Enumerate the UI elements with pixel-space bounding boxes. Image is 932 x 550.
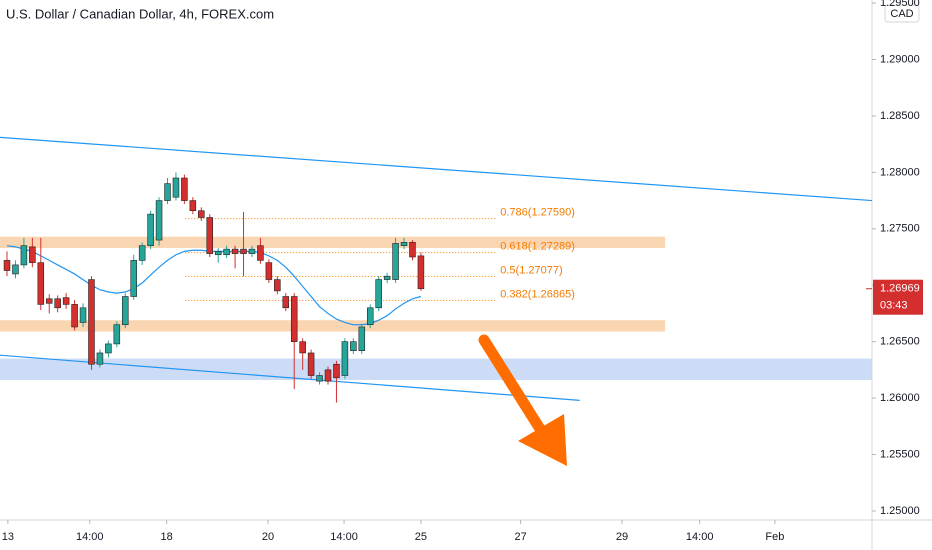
candle-body — [45, 298, 53, 304]
y-tick-label: 1.27500 — [880, 223, 920, 235]
candle-body — [400, 242, 408, 247]
y-tick-label: 1.26500 — [880, 336, 920, 348]
candle-body — [181, 177, 188, 201]
forecast-arrow — [478, 334, 567, 466]
candle-body — [198, 210, 205, 218]
arrow-shaft — [478, 334, 548, 438]
candle-body — [122, 296, 129, 326]
moving-average — [6, 245, 422, 326]
candle-body — [307, 352, 315, 376]
x-tick-label: 20 — [262, 531, 274, 543]
candle-body — [383, 275, 391, 280]
candle-body — [409, 242, 416, 258]
candle-body — [299, 341, 306, 354]
candle-body — [147, 213, 154, 247]
candle-body — [274, 279, 281, 292]
candle-body — [3, 260, 11, 271]
fib-label: 0.786(1.27590) — [500, 207, 575, 219]
candle-body — [172, 177, 180, 198]
candle-body — [282, 296, 290, 309]
candle-body — [231, 248, 239, 254]
candle-body — [333, 363, 340, 379]
zone — [0, 358, 872, 381]
x-tick-label: 14:00 — [76, 531, 104, 543]
zone — [0, 236, 666, 248]
candle-body — [375, 279, 382, 309]
candle-body — [96, 352, 104, 365]
x-tick-label: 25 — [415, 531, 427, 543]
fib-label: 0.618(1.27289) — [500, 241, 575, 253]
candle-body — [206, 217, 213, 254]
candle-body — [290, 296, 298, 342]
trendline — [0, 354, 580, 401]
candle-body — [37, 262, 45, 305]
candle-body — [248, 248, 256, 254]
candle-body — [62, 297, 70, 305]
y-tick-label: 1.28000 — [880, 166, 920, 178]
candle-body — [105, 343, 112, 354]
candle-body — [71, 304, 78, 328]
y-tick-label: 1.25500 — [880, 448, 920, 460]
candle-body — [324, 369, 332, 382]
candle-body — [54, 298, 61, 309]
candle-body — [417, 255, 425, 290]
x-tick-label: Feb — [765, 531, 784, 543]
fib-label: 0.5(1.27077) — [500, 264, 562, 276]
candle-body — [350, 341, 357, 351]
y-tick-label: 1.25000 — [880, 505, 920, 517]
y-tick-label: 1.29000 — [880, 53, 920, 65]
candle-body — [358, 326, 366, 351]
candle-body — [130, 260, 137, 297]
chart-title: U.S. Dollar / Canadian Dollar, 4h, FOREX… — [6, 6, 274, 21]
candle-body — [189, 200, 197, 212]
candle-body — [240, 248, 247, 254]
candle-body — [113, 324, 121, 345]
candle-body — [20, 245, 28, 266]
countdown: 03:43 — [880, 300, 908, 312]
candle-body — [392, 243, 399, 280]
x-tick-label: 14:00 — [686, 531, 714, 543]
candle-body — [265, 262, 273, 280]
y-tick-label: 1.26000 — [880, 392, 920, 404]
candle-body — [29, 246, 36, 263]
last-price-label: 1.26969 — [880, 283, 920, 295]
x-tick-label: 14:00 — [330, 531, 358, 543]
candle-body — [12, 264, 19, 275]
candle-body — [223, 248, 230, 256]
candle-body — [366, 307, 374, 326]
candle-body — [341, 341, 349, 376]
x-tick-label: 29 — [616, 531, 628, 543]
y-tick-label: 1.28500 — [880, 110, 920, 122]
candle-body — [155, 200, 163, 241]
candle-body — [257, 245, 264, 261]
y-tick-label: 1.29500 — [880, 0, 920, 9]
candle-body — [88, 279, 95, 365]
zone — [0, 320, 666, 332]
candle-body — [79, 307, 87, 323]
currency-label[interactable]: CAD — [890, 8, 913, 20]
x-tick-label: 13 — [2, 531, 14, 543]
trendline — [0, 136, 873, 202]
plot: 0.786(1.27590) 0.618(1.27289) 0.5(1.27077)… — [0, 136, 873, 403]
currency-badge[interactable] — [884, 4, 920, 23]
candle-body — [138, 245, 146, 261]
fib-label: 0.382(1.26865) — [500, 288, 575, 300]
x-tick-label: 18 — [161, 531, 173, 543]
x-tick-label: 27 — [514, 531, 526, 543]
candle-body — [164, 183, 171, 201]
candle-body — [316, 375, 323, 382]
last-price-badge — [873, 279, 923, 315]
arrow-head — [518, 414, 567, 466]
candle-body — [214, 251, 222, 256]
